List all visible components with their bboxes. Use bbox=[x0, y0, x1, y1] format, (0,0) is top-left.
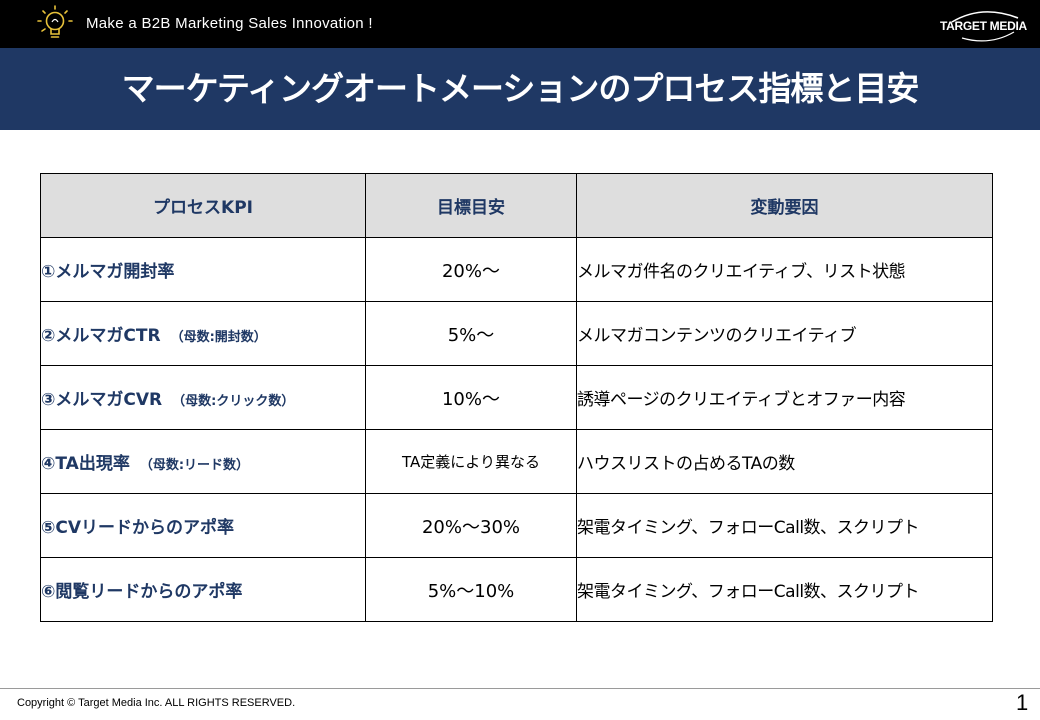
kpi-note: （母数:クリック数） bbox=[172, 394, 295, 409]
title-bar: マーケティングオートメーションのプロセス指標と目安 bbox=[0, 48, 1040, 130]
kpi-cell: ①メルマガ開封率 bbox=[40, 237, 366, 302]
brand-name: TARGET MEDIA bbox=[940, 19, 1027, 33]
target-cell: 20%～ bbox=[365, 237, 577, 302]
column-header-factor: 変動要因 bbox=[576, 173, 993, 238]
kpi-label: ④TA出現率 bbox=[41, 454, 130, 474]
target-cell: TA定義により異なる bbox=[365, 429, 577, 494]
table-row: ⑥閲覧リードからのアポ率 5%～10% 架電タイミング、フォローCall数、スク… bbox=[40, 557, 993, 622]
factor-cell: 架電タイミング、フォローCall数、スクリプト bbox=[576, 557, 993, 622]
target-cell: 10%～ bbox=[365, 365, 577, 430]
lightbulb-icon bbox=[37, 5, 73, 38]
kpi-table: プロセスKPI 目標目安 変動要因 ①メルマガ開封率 20%～ メルマガ件名のク… bbox=[40, 173, 993, 622]
top-bar: Make a B2B Marketing Sales Innovation ! … bbox=[0, 0, 1040, 48]
kpi-cell: ②メルマガCTR （母数:開封数） bbox=[40, 301, 366, 366]
factor-cell: メルマガコンテンツのクリエイティブ bbox=[576, 301, 993, 366]
kpi-note: （母数:リード数） bbox=[139, 458, 250, 473]
factor-cell: 誘導ページのクリエイティブとオファー内容 bbox=[576, 365, 993, 430]
target-cell: 5%～ bbox=[365, 301, 577, 366]
kpi-cell: ⑤CVリードからのアポ率 bbox=[40, 493, 366, 558]
kpi-label: ①メルマガ開封率 bbox=[41, 262, 175, 282]
table-row: ①メルマガ開封率 20%～ メルマガ件名のクリエイティブ、リスト状態 bbox=[40, 237, 993, 302]
page-title: マーケティングオートメーションのプロセス指標と目安 bbox=[121, 69, 920, 108]
kpi-label: ⑤CVリードからのアポ率 bbox=[41, 518, 235, 538]
factor-cell: 架電タイミング、フォローCall数、スクリプト bbox=[576, 493, 993, 558]
kpi-label: ③メルマガCVR bbox=[41, 390, 163, 410]
table-row: ④TA出現率 （母数:リード数） TA定義により異なる ハウスリストの占めるTAの… bbox=[40, 429, 993, 494]
kpi-cell: ④TA出現率 （母数:リード数） bbox=[40, 429, 366, 494]
factor-cell: メルマガ件名のクリエイティブ、リスト状態 bbox=[576, 237, 993, 302]
kpi-note: （母数:開封数） bbox=[170, 330, 267, 345]
column-header-kpi: プロセスKPI bbox=[40, 173, 366, 238]
kpi-cell: ③メルマガCVR （母数:クリック数） bbox=[40, 365, 366, 430]
table-row: ②メルマガCTR （母数:開封数） 5%～ メルマガコンテンツのクリエイティブ bbox=[40, 301, 993, 366]
table-row: ⑤CVリードからのアポ率 20%～30% 架電タイミング、フォローCall数、ス… bbox=[40, 493, 993, 558]
table-header-row: プロセスKPI 目標目安 変動要因 bbox=[40, 173, 993, 238]
target-media-logo bbox=[951, 11, 1019, 42]
target-cell: 5%～10% bbox=[365, 557, 577, 622]
factor-cell: ハウスリストの占めるTAの数 bbox=[576, 429, 993, 494]
column-header-target: 目標目安 bbox=[365, 173, 577, 238]
page-number: 1 bbox=[1016, 690, 1029, 715]
tagline: Make a B2B Marketing Sales Innovation ! bbox=[86, 15, 373, 32]
kpi-label: ②メルマガCTR bbox=[41, 326, 161, 346]
kpi-cell: ⑥閲覧リードからのアポ率 bbox=[40, 557, 366, 622]
target-cell: 20%～30% bbox=[365, 493, 577, 558]
table-row: ③メルマガCVR （母数:クリック数） 10%～ 誘導ページのクリエイティブとオフ… bbox=[40, 365, 993, 430]
kpi-label: ⑥閲覧リードからのアポ率 bbox=[41, 582, 243, 602]
copyright: Copyright © Target Media Inc. ALL RIGHTS… bbox=[17, 697, 296, 709]
footer-divider bbox=[0, 688, 1040, 689]
